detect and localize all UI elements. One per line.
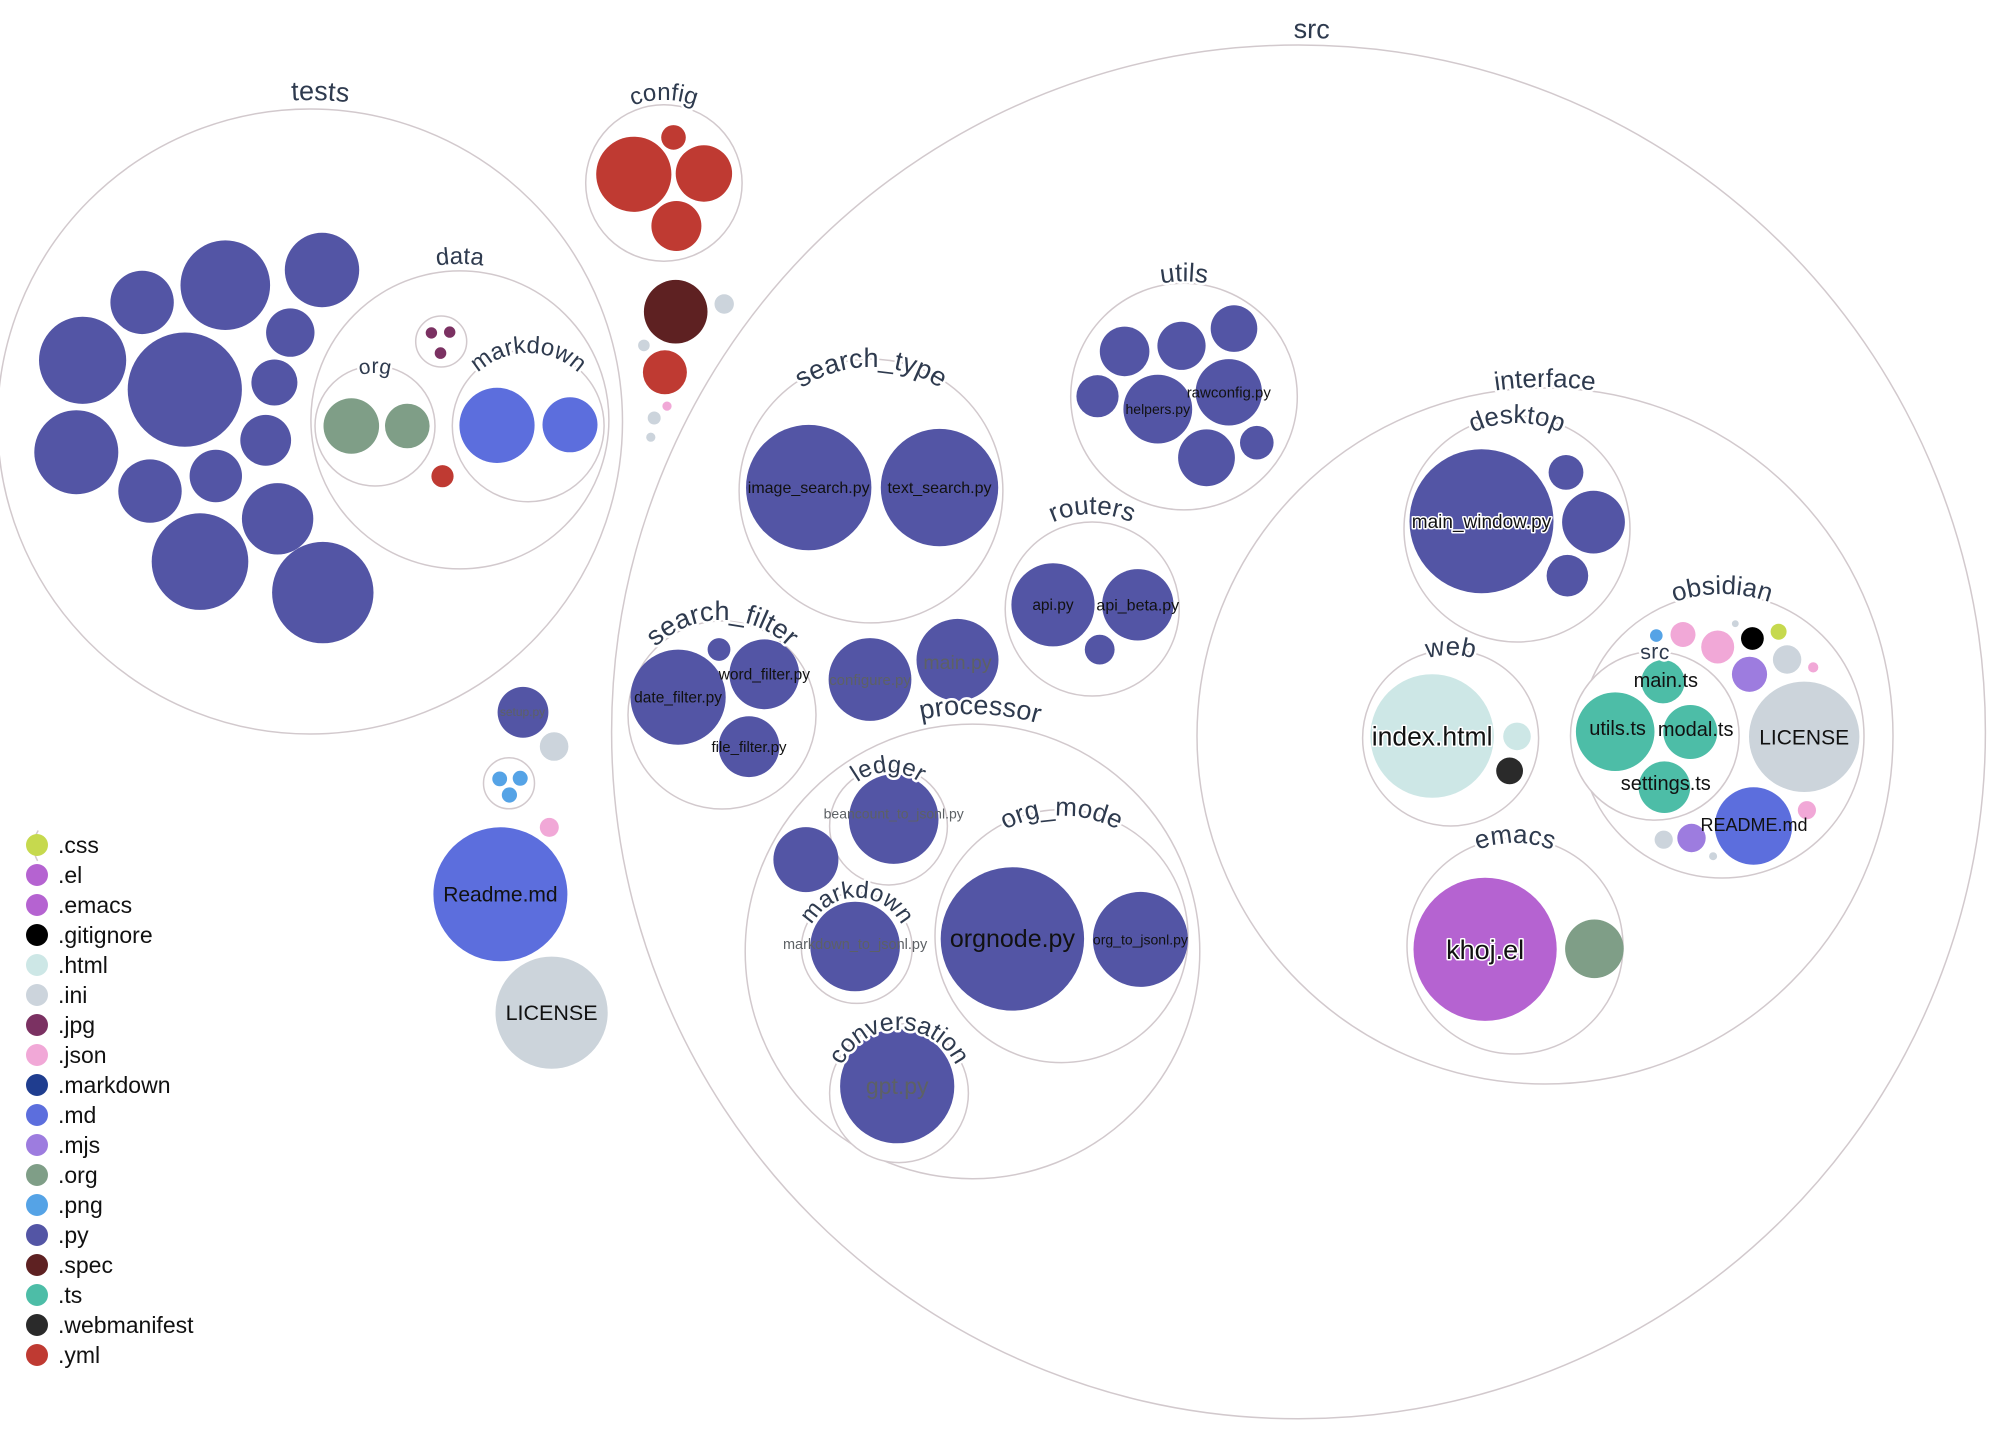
svg-text:org: org — [357, 355, 393, 380]
svg-text:markdown_to_jsonl.py: markdown_to_jsonl.py — [783, 937, 928, 953]
svg-text:.yml: .yml — [58, 1342, 100, 1368]
svg-text:word_filter.py: word_filter.py — [718, 667, 811, 684]
svg-text:LICENSE: LICENSE — [1759, 726, 1849, 749]
svg-text:org_to_jsonl.py: org_to_jsonl.py — [1093, 931, 1188, 947]
svg-text:text_search.py: text_search.py — [887, 480, 991, 497]
svg-text:api.py: api.py — [1032, 597, 1074, 614]
svg-text:web: web — [1422, 631, 1479, 664]
svg-text:.org: .org — [58, 1162, 98, 1188]
svg-text:.html: .html — [58, 952, 108, 978]
svg-text:index.html: index.html — [1372, 721, 1493, 751]
svg-text:date_filter.py: date_filter.py — [634, 690, 722, 707]
svg-text:interface: interface — [1492, 363, 1597, 397]
svg-text:.py: .py — [58, 1222, 89, 1248]
svg-text:.mjs: .mjs — [58, 1132, 100, 1158]
svg-text:image_search.py: image_search.py — [748, 480, 870, 497]
svg-text:utils.ts: utils.ts — [1589, 718, 1646, 740]
svg-text:settings.ts: settings.ts — [1621, 773, 1711, 795]
svg-text:.webmanifest: .webmanifest — [58, 1312, 194, 1338]
svg-text:gpt.py: gpt.py — [866, 1073, 929, 1099]
svg-text:.css: .css — [58, 832, 99, 858]
svg-text:.markdown: .markdown — [58, 1072, 170, 1098]
svg-text:.jpg: .jpg — [58, 1012, 95, 1038]
svg-text:.json: .json — [58, 1042, 107, 1068]
svg-text:khoj.el: khoj.el — [1446, 935, 1524, 965]
svg-text:file_filter.py: file_filter.py — [711, 739, 787, 756]
svg-text:data: data — [434, 243, 486, 272]
svg-text:setup.py: setup.py — [500, 705, 545, 719]
svg-text:src: src — [1639, 640, 1671, 664]
svg-text:.el: .el — [58, 862, 82, 888]
svg-text:.spec: .spec — [58, 1252, 113, 1278]
svg-text:beancount_to_jsonl.py: beancount_to_jsonl.py — [824, 806, 964, 822]
svg-text:LICENSE: LICENSE — [506, 1001, 598, 1025]
svg-text:api_beta.py: api_beta.py — [1096, 597, 1179, 614]
svg-text:helpers.py: helpers.py — [1126, 401, 1191, 417]
svg-text:.md: .md — [58, 1102, 96, 1128]
svg-text:rawconfig.py: rawconfig.py — [1187, 385, 1272, 402]
svg-text:.png: .png — [58, 1192, 103, 1218]
svg-text:src: src — [1294, 14, 1331, 45]
svg-text:main.py: main.py — [923, 652, 992, 674]
svg-text:modal.ts: modal.ts — [1658, 719, 1734, 741]
svg-text:.emacs: .emacs — [58, 892, 132, 918]
svg-text:configure.py: configure.py — [829, 672, 911, 689]
svg-text:Readme.md: Readme.md — [443, 884, 557, 907]
svg-text:tests: tests — [291, 76, 351, 108]
svg-text:main_window.py: main_window.py — [1412, 512, 1552, 533]
svg-text:orgnode.py: orgnode.py — [950, 925, 1076, 953]
svg-text:.ini: .ini — [58, 982, 87, 1008]
svg-text:main.ts: main.ts — [1634, 670, 1698, 692]
svg-text:utils: utils — [1158, 257, 1211, 289]
svg-text:.ts: .ts — [58, 1282, 82, 1308]
svg-text:README.md: README.md — [1700, 815, 1807, 835]
svg-text:.gitignore: .gitignore — [58, 922, 153, 948]
